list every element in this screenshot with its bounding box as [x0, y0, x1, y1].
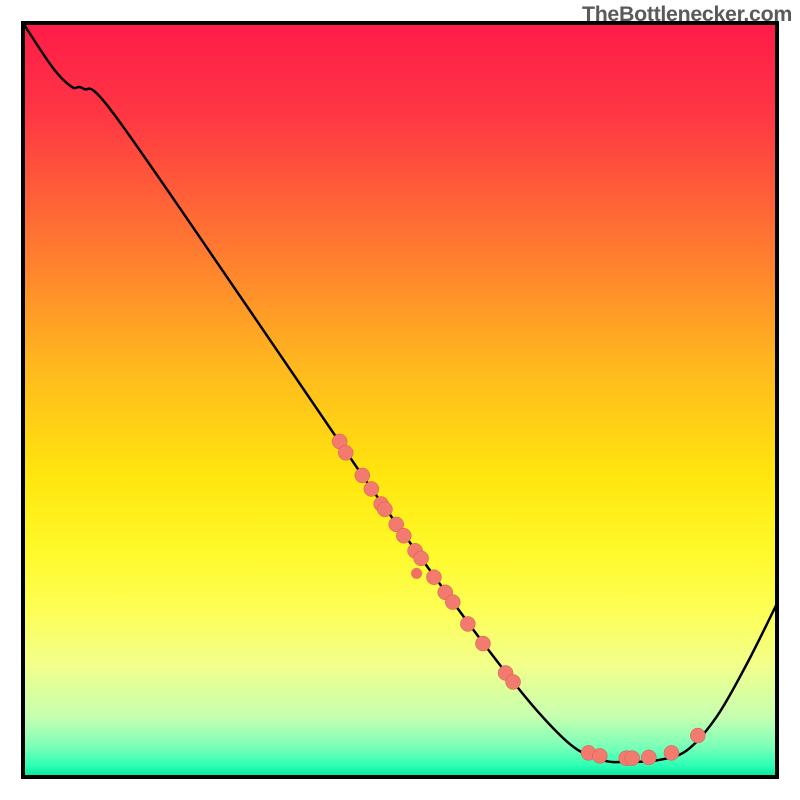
watermark-text: TheBottlenecker.com: [582, 2, 792, 27]
data-point: [664, 745, 679, 760]
data-point: [426, 570, 441, 585]
data-point: [396, 528, 411, 543]
bottleneck-chart: TheBottlenecker.com: [0, 0, 800, 800]
data-point: [445, 595, 460, 610]
data-point-small: [411, 568, 422, 579]
data-point: [641, 750, 656, 765]
data-point: [460, 616, 475, 631]
data-point: [414, 551, 429, 566]
data-point: [625, 751, 640, 766]
data-point: [338, 445, 353, 460]
data-point: [355, 468, 370, 483]
data-point: [377, 502, 392, 517]
data-point: [690, 728, 705, 743]
gradient-background: [23, 23, 777, 777]
data-point: [506, 674, 521, 689]
data-point: [364, 481, 379, 496]
data-point: [592, 748, 607, 763]
chart-svg: [0, 0, 800, 800]
data-point: [475, 636, 490, 651]
